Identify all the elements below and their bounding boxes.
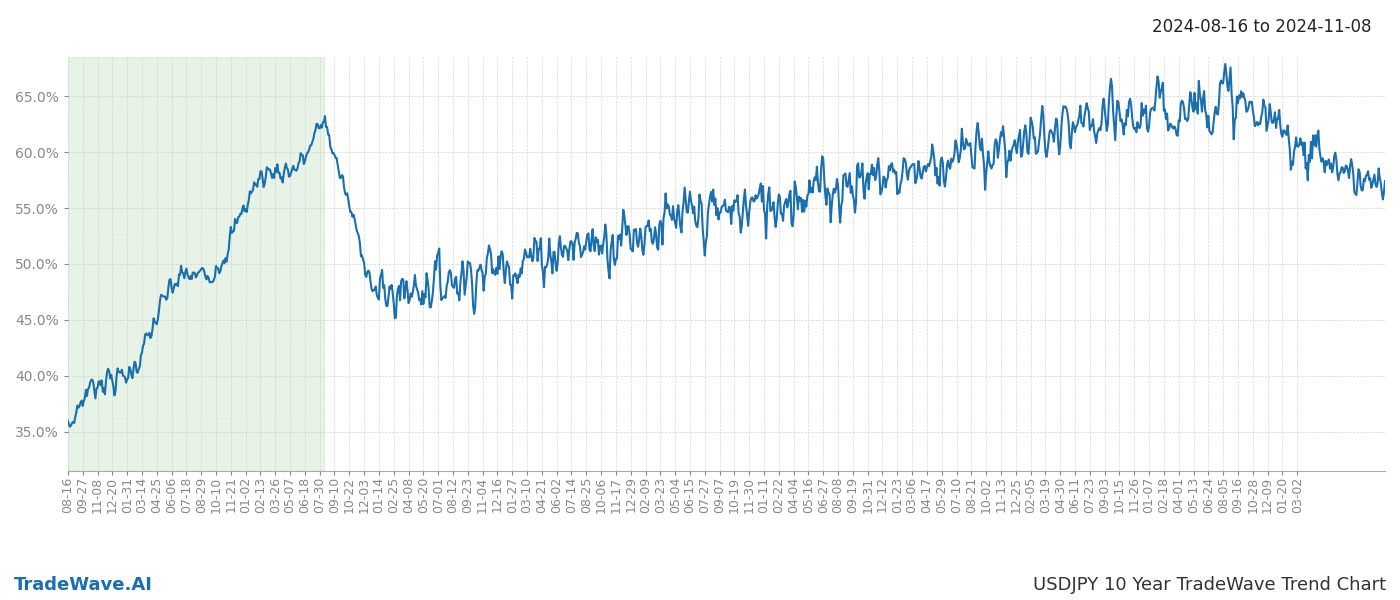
Bar (69, 57, 323, 471)
Text: 2024-08-16 to 2024-11-08: 2024-08-16 to 2024-11-08 (1152, 18, 1372, 36)
Text: TradeWave.AI: TradeWave.AI (14, 576, 153, 594)
Text: USDJPY 10 Year TradeWave Trend Chart: USDJPY 10 Year TradeWave Trend Chart (1033, 576, 1386, 594)
